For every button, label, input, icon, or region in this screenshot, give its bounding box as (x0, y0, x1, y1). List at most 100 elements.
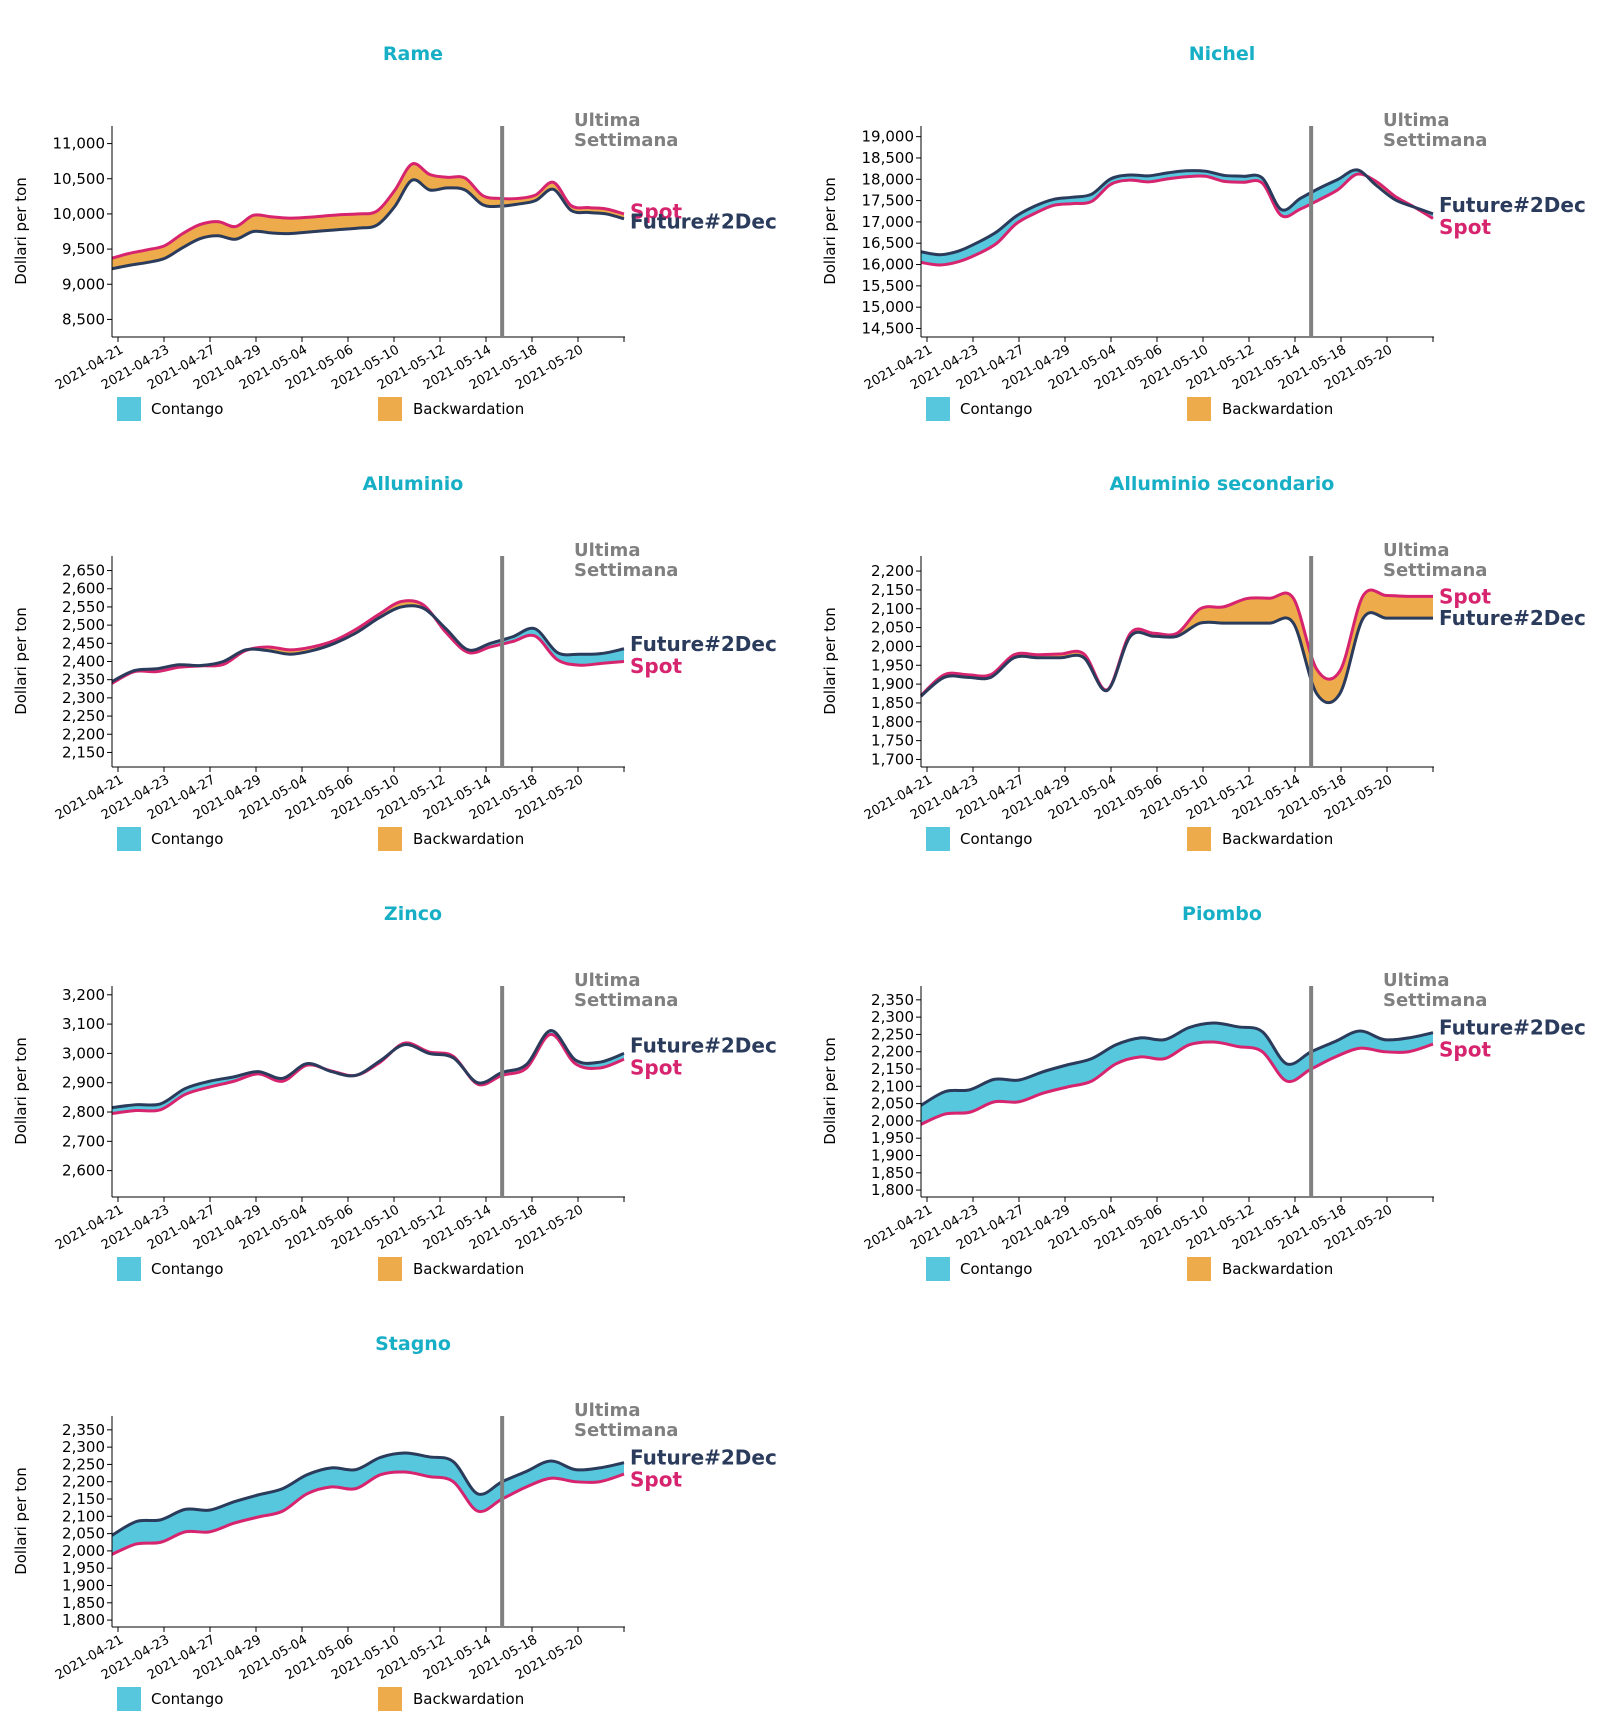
chart-panel: Alluminio 2,150 2,200 2,250 2,300 2,350 2,400 2… (0, 430, 809, 860)
y-tick-label: 2,250 (62, 707, 105, 725)
y-tick-label: 2,150 (62, 743, 105, 761)
future-line (920, 1021, 1434, 1107)
chart-svg: Alluminio secondario 1,7001,7501,8001,850… (821, 473, 1586, 851)
y-tick-label: 3,000 (62, 1044, 105, 1062)
legend-backwardation-swatch (378, 1257, 402, 1281)
y-tick-label: 2,200 (62, 1473, 105, 1491)
y-tick-label: 1,900 (871, 1146, 914, 1164)
y-tick-label: 2,600 (62, 1162, 105, 1180)
last-week-label: Ultima (574, 970, 640, 991)
chart-svg: Alluminio2,1502,2002,2502,3002,3502,4002… (12, 473, 777, 851)
future-line (920, 611, 1433, 705)
legend-backwardation-label: Backwardation (1222, 1260, 1333, 1278)
last-week-label: Ultima (1383, 970, 1449, 991)
chart-panel: Stagno 1,800 1,850 1,900 1,950 2,000 2,050 2,10… (0, 1290, 809, 1720)
y-tick-label: 1,800 (871, 713, 914, 731)
last-week-label: Ultima (574, 540, 640, 561)
backwardation-area (921, 589, 1433, 703)
spot-end-label: Spot (630, 1467, 682, 1491)
future-line (111, 604, 625, 683)
y-tick-label: 2,200 (871, 562, 914, 580)
y-tick-label: 2,150 (871, 1060, 914, 1078)
y-tick-label: 2,700 (62, 1132, 105, 1150)
legend-backwardation-swatch (1187, 397, 1211, 421)
y-tick-label: 1,800 (62, 1611, 105, 1629)
last-week-label: Ultima (574, 1400, 640, 1421)
legend-backwardation-label: Backwardation (1222, 400, 1333, 418)
y-tick-label: 15,000 (862, 298, 915, 316)
y-tick-label: 2,350 (62, 671, 105, 689)
spot-line (111, 1470, 625, 1556)
y-tick-label: 1,700 (871, 750, 914, 768)
y-tick-label: 1,950 (871, 656, 914, 674)
spot-end-label: Spot (1439, 1037, 1491, 1061)
y-tick-label: 1,850 (871, 694, 914, 712)
y-tick-label: 2,650 (62, 562, 105, 580)
legend-backwardation-label: Backwardation (413, 1260, 524, 1278)
chart-title: Stagno (375, 1333, 451, 1355)
y-tick-label: 2,550 (62, 598, 105, 616)
spot-end-label: Spot (630, 1055, 682, 1079)
chart-svg: Stagno 1,8001,8501,9001,9502,0002,0502,10… (12, 1333, 777, 1711)
y-tick-label: 3,200 (62, 986, 105, 1004)
y-axis-label: Dollari per ton (821, 177, 839, 285)
last-week-label: Settimana (1383, 990, 1487, 1011)
backwardation-area (112, 163, 624, 269)
legend-contango-label: Contango (960, 1260, 1032, 1278)
legend-backwardation-label: Backwardation (413, 830, 524, 848)
y-tick-label: 2,350 (871, 991, 914, 1009)
y-tick-label: 2,050 (62, 1525, 105, 1543)
y-tick-label: 10,000 (53, 205, 106, 223)
last-week-label: Settimana (574, 1420, 678, 1441)
y-tick-label: 2,600 (62, 580, 105, 598)
y-tick-label: 2,400 (62, 653, 105, 671)
chart-title: Nichel (1189, 43, 1256, 65)
future-end-label: Future#2Dec (1439, 606, 1586, 630)
y-tick-label: 2,350 (62, 1421, 105, 1439)
y-tick-label: 8,500 (62, 310, 105, 328)
legend-contango-swatch (926, 1257, 950, 1281)
y-tick-label: 2,200 (871, 1043, 914, 1061)
y-tick-label: 2,200 (62, 725, 105, 743)
y-tick-label: 2,000 (871, 637, 914, 655)
legend-contango-swatch (117, 827, 141, 851)
y-tick-label: 1,850 (871, 1164, 914, 1182)
y-tick-label: 18,000 (862, 170, 915, 188)
y-axis-label: Dollari per ton (12, 1467, 30, 1575)
y-tick-label: 1,800 (871, 1181, 914, 1199)
y-tick-label: 16,500 (862, 234, 915, 252)
y-tick-label: 1,900 (871, 675, 914, 693)
backwardation-area (921, 173, 1433, 265)
legend-contango-swatch (117, 397, 141, 421)
chart-title: Piombo (1182, 903, 1262, 925)
chart-title: Rame (383, 43, 443, 65)
last-week-label: Ultima (1383, 540, 1449, 561)
future-line (111, 178, 625, 271)
y-tick-label: 2,000 (871, 1112, 914, 1130)
y-tick-label: 1,900 (62, 1576, 105, 1594)
y-axis-label: Dollari per ton (821, 1037, 839, 1145)
last-week-label: Settimana (1383, 560, 1487, 581)
future-end-label: Future#2Dec (630, 1445, 777, 1469)
last-week-label: Settimana (1383, 130, 1487, 151)
future-end-label: Future#2Dec (1439, 1015, 1586, 1039)
y-axis-label: Dollari per ton (821, 607, 839, 715)
y-tick-label: 1,950 (871, 1129, 914, 1147)
future-line (111, 1029, 625, 1110)
contango-area (921, 169, 1433, 265)
future-end-label: Future#2Dec (630, 209, 777, 233)
legend-contango-label: Contango (960, 830, 1032, 848)
y-tick-label: 1,750 (871, 732, 914, 750)
y-tick-label: 18,500 (862, 149, 915, 167)
y-tick-label: 16,000 (862, 256, 915, 274)
backwardation-area (112, 1034, 624, 1114)
y-tick-label: 2,250 (871, 1025, 914, 1043)
spot-line (111, 1032, 625, 1115)
last-week-label: Ultima (574, 110, 640, 131)
chart-svg: Zinco 2,600 2,700 2,800 2,900 3,000 3,100 3,200… (12, 903, 777, 1281)
legend-contango-label: Contango (151, 830, 223, 848)
legend-backwardation-swatch (378, 1687, 402, 1711)
legend-backwardation-label: Backwardation (1222, 830, 1333, 848)
y-tick-label: 2,150 (871, 581, 914, 599)
future-end-label: Future#2Dec (630, 632, 777, 656)
